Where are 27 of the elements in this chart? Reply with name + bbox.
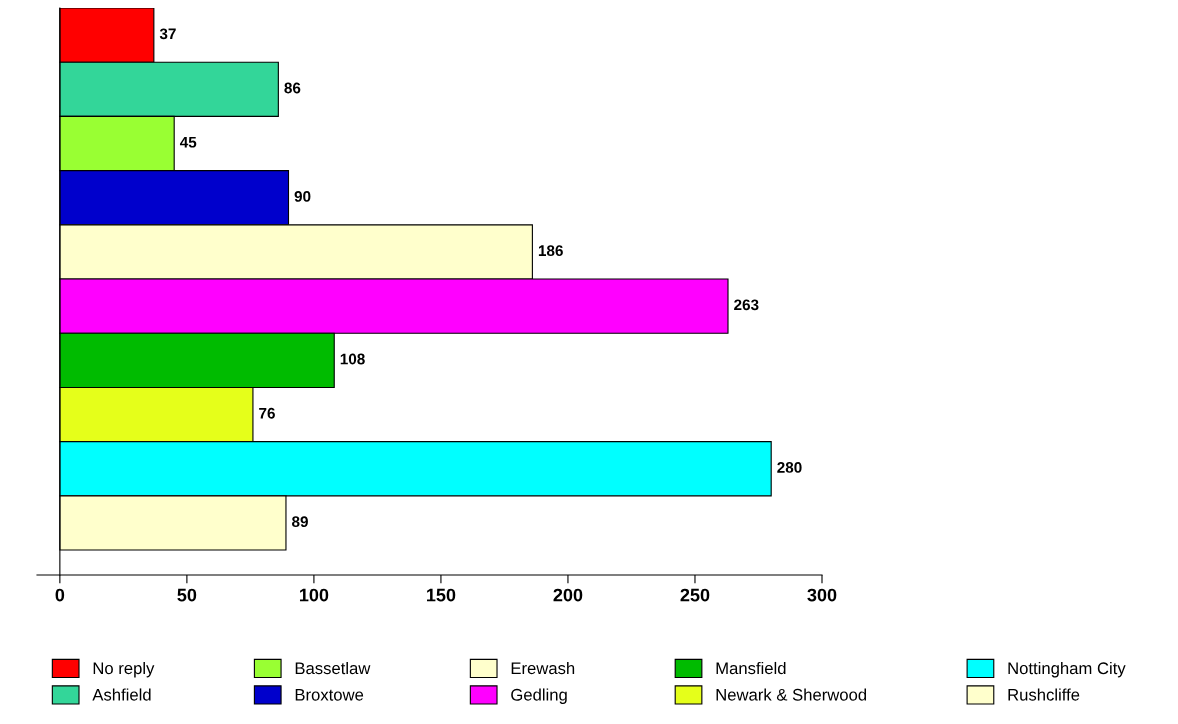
data-label: 90 (294, 191, 311, 202)
data-label: 186 (538, 245, 563, 257)
legend-label: Broxtowe (295, 689, 364, 701)
legend-label: Rushcliffe (1008, 688, 1080, 701)
data-label: 37 (159, 28, 176, 40)
legend-label: Nottingham City (1008, 661, 1126, 678)
data-label: 76 (259, 407, 275, 419)
x-tick-label: 150 (427, 588, 456, 602)
legend-label: Ashfield (92, 688, 151, 701)
data-label: 263 (734, 299, 759, 311)
data-label: 280 (777, 462, 802, 473)
legend-label: Erewash (511, 661, 575, 675)
legend-label: Mansfield (716, 661, 786, 675)
data-label: 86 (284, 82, 301, 94)
x-tick-label: 50 (177, 588, 197, 602)
data-label: 45 (179, 136, 197, 148)
x-tick-label: 0 (55, 588, 65, 602)
x-tick-label: 200 (553, 588, 583, 602)
data-label: 108 (340, 353, 365, 365)
legend-label: No reply (93, 661, 155, 678)
x-tick-label: 100 (299, 588, 329, 602)
data-label: 89 (292, 516, 308, 528)
legend-label: Bassetlaw (295, 661, 371, 675)
legend-label: Newark & Sherwood (716, 688, 867, 701)
x-tick-label: 250 (680, 588, 710, 602)
x-tick-label: 300 (807, 588, 837, 602)
legend-label: Gedling (511, 688, 567, 704)
